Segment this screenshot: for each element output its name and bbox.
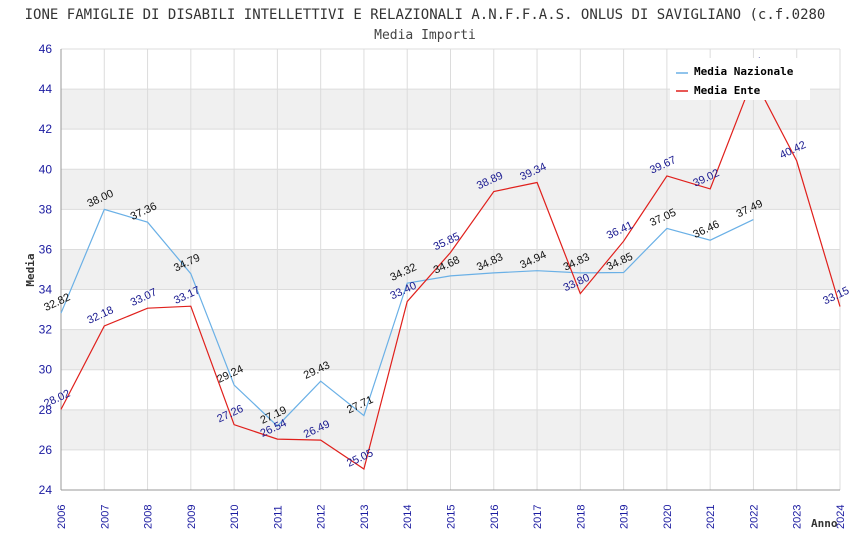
y-tick-label: 24 xyxy=(39,483,53,497)
y-tick-label: 46 xyxy=(39,42,53,56)
x-tick-label: 2009 xyxy=(186,505,198,529)
y-tick-label: 26 xyxy=(39,443,53,457)
x-tick-label: 2013 xyxy=(359,505,371,529)
y-tick-label: 32 xyxy=(39,323,53,337)
x-tick-label: 2007 xyxy=(99,505,111,529)
series-lines xyxy=(60,76,841,470)
y-tick-label: 38 xyxy=(39,202,53,216)
legend-label-nazionale: Media Nazionale xyxy=(694,65,794,78)
x-tick-label: 2010 xyxy=(229,505,241,529)
chart-subtitle: Media Importi xyxy=(374,28,476,43)
x-tick-label: 2012 xyxy=(316,505,328,529)
y-tick-label: 42 xyxy=(39,122,53,136)
x-tick-label: 2006 xyxy=(56,505,68,529)
x-tick-label: 2017 xyxy=(532,505,544,529)
y-axis-label: Media xyxy=(24,253,37,286)
x-axis-label: Anno xyxy=(811,517,838,530)
x-tick-label: 2011 xyxy=(272,505,284,529)
axes xyxy=(60,49,840,491)
x-tick-label: 2022 xyxy=(748,505,760,529)
y-tick-label: 40 xyxy=(39,162,53,176)
chart-title: IONE FAMIGLIE DI DISABILI INTELLETTIVI E… xyxy=(25,7,826,23)
legend-box xyxy=(670,58,810,100)
y-tick-labels: 24 26 28 30 32 34 36 38 40 42 44 46 xyxy=(39,42,53,497)
series-line-ente xyxy=(60,76,841,470)
x-tick-label: 2016 xyxy=(489,505,501,529)
y-tick-label: 28 xyxy=(39,403,53,417)
x-tick-label: 2019 xyxy=(619,505,631,529)
x-tick-label: 2021 xyxy=(705,505,717,529)
x-tick-label: 2014 xyxy=(402,505,414,529)
x-tick-label: 2018 xyxy=(575,505,587,529)
y-tick-label: 30 xyxy=(39,363,53,377)
x-tick-label: 2020 xyxy=(662,505,674,529)
legend-label-ente: Media Ente xyxy=(694,84,761,97)
series-line-nazionale xyxy=(60,208,754,427)
x-tick-labels: 2006 2007 2008 2009 2010 2011 2012 2013 2014 2015… xyxy=(56,505,847,529)
x-tick-label: 2024 xyxy=(835,505,847,529)
x-tick-label: 2023 xyxy=(792,505,804,529)
y-tick-label: 44 xyxy=(39,82,53,96)
x-tick-label: 2015 xyxy=(446,505,458,529)
y-tick-label: 36 xyxy=(39,242,53,256)
y-tick-label: 34 xyxy=(39,283,53,297)
x-tick-label: 2008 xyxy=(143,505,155,529)
legend: Media Nazionale Media Ente xyxy=(670,58,810,100)
